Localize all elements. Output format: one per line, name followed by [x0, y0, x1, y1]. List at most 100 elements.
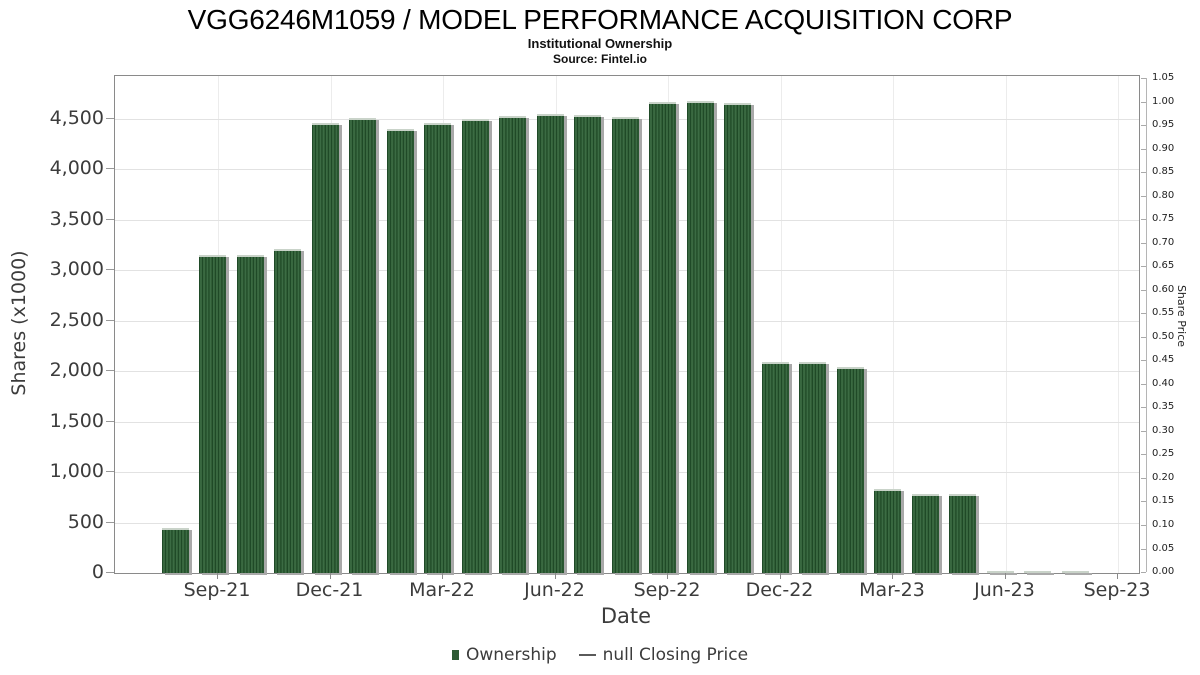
x-tick-mark: [1117, 573, 1118, 579]
legend-item-ownership[interactable]: Ownership: [451, 645, 557, 665]
bar-Jan-23[interactable]: [799, 361, 826, 573]
y-right-tick-mark: [1141, 383, 1146, 385]
y-left-tick-label: 1,500: [49, 409, 104, 432]
chart-title: VGG6246M1059 / MODEL PERFORMANCE ACQUISI…: [187, 4, 1013, 35]
y-right-tick-label: 0.60: [1152, 283, 1175, 295]
y-right-tick-label: 0.35: [1152, 401, 1175, 413]
y-right-tick-label: 0.75: [1152, 213, 1175, 225]
legend-item-closing-price[interactable]: null Closing Price: [565, 645, 748, 665]
bar-May-23[interactable]: [949, 494, 976, 573]
x-tick-label: Jun-23: [974, 579, 1035, 601]
y-right-tick-label: 0.25: [1152, 448, 1175, 460]
v-gridline: [893, 76, 894, 573]
closing-price-dash-icon: [578, 654, 596, 656]
legend: Ownership null Closing Price: [0, 645, 1200, 665]
y-right-tick-label: 0.30: [1152, 424, 1175, 436]
bar-Apr-23[interactable]: [911, 494, 939, 573]
x-tick-label: Sep-21: [183, 579, 251, 601]
x-tick-mark: [667, 573, 668, 579]
x-tick-label: Mar-23: [859, 579, 925, 601]
x-tick-mark: [892, 573, 893, 579]
x-tick-mark: [442, 573, 443, 579]
chart-subtitle: Institutional Ownership: [527, 36, 673, 51]
bar-Jun-23[interactable]: [986, 570, 1014, 573]
legend-label-ownership: Ownership: [465, 645, 557, 665]
y-axis-title-right: Share Price: [1175, 284, 1188, 348]
y-right-tick-label: 0.95: [1152, 119, 1175, 130]
y-left-tick-mark: [106, 471, 114, 473]
y-right-tick-label: 1.05: [1152, 72, 1175, 83]
bar-Oct-22[interactable]: [686, 100, 714, 573]
y-right-tick-mark: [1141, 219, 1146, 221]
y-left-tick-label: 4,500: [49, 106, 104, 129]
bar-Jun-22[interactable]: [536, 114, 564, 573]
bar-Jan-22[interactable]: [349, 118, 376, 573]
y-left-tick-mark: [106, 218, 114, 220]
right-axis-spine: [1146, 78, 1147, 572]
bar-Nov-22[interactable]: [724, 102, 751, 573]
bar-Mar-22[interactable]: [424, 122, 451, 573]
x-tick-mark: [329, 573, 331, 579]
x-tick-label: Dec-21: [295, 579, 364, 601]
bar-Aug-23[interactable]: [1061, 571, 1089, 573]
y-left-tick-mark: [106, 521, 114, 523]
y-right-tick-mark: [1141, 266, 1146, 268]
y-right-tick-label: 0.15: [1152, 495, 1175, 507]
y-left-tick-mark: [106, 117, 114, 119]
x-tick-label: Jun-22: [524, 579, 585, 601]
y-left-tick-mark: [106, 168, 114, 170]
y-left-tick-mark: [106, 420, 114, 422]
y-right-tick-mark: [1141, 289, 1146, 291]
y-left-tick-label: 1,000: [49, 460, 104, 483]
y-right-tick-mark: [1141, 360, 1146, 362]
x-axis-title: Date: [600, 604, 652, 628]
y-right-tick-label: 0.65: [1152, 260, 1175, 272]
y-right-tick-mark: [1141, 242, 1146, 244]
bar-Oct-21[interactable]: [236, 254, 264, 573]
bar-Jul-22[interactable]: [574, 114, 601, 573]
y-right-tick-mark: [1141, 125, 1146, 126]
bar-Mar-23[interactable]: [874, 488, 901, 573]
bar-May-22[interactable]: [499, 115, 526, 573]
bar-Sep-21[interactable]: [199, 255, 226, 573]
y-right-tick-mark: [1141, 313, 1146, 315]
bar-Feb-22[interactable]: [386, 129, 414, 573]
y-left-tick-mark: [106, 572, 114, 573]
bar-Feb-23[interactable]: [836, 367, 864, 573]
y-right-tick-label: 0.85: [1152, 166, 1175, 178]
plot-area: [114, 75, 1140, 574]
y-left-tick-label: 4,000: [49, 157, 104, 180]
bar-Jul-23[interactable]: [1024, 571, 1051, 573]
y-left-tick-label: 3,000: [49, 258, 104, 281]
x-tick-mark: [1004, 573, 1006, 579]
y-right-tick-mark: [1141, 454, 1146, 456]
x-tick-mark: [217, 573, 218, 579]
y-axis-title-left: Shares (x1000): [8, 250, 30, 396]
bar-Dec-22[interactable]: [761, 361, 789, 573]
y-right-tick-mark: [1141, 477, 1146, 479]
bar-Apr-22[interactable]: [461, 118, 489, 573]
v-gridline: [1005, 76, 1007, 573]
y-left-tick-label: 3,500: [49, 207, 104, 230]
bar-Aug-21[interactable]: [161, 528, 189, 573]
legend-label-closing-price: null Closing Price: [602, 645, 749, 665]
y-left-tick-label: 0: [91, 561, 104, 583]
y-right-tick-mark: [1141, 101, 1146, 103]
y-right-tick-label: 0.05: [1152, 542, 1175, 554]
y-left-tick-mark: [106, 319, 114, 321]
y-left-tick-label: 2,000: [49, 359, 104, 382]
y-right-tick-mark: [1141, 525, 1146, 526]
y-right-tick-mark: [1141, 148, 1146, 150]
y-left-tick-label: 2,500: [49, 308, 104, 331]
bar-Sep-22[interactable]: [649, 101, 676, 573]
y-right-tick-label: 0.70: [1152, 236, 1175, 248]
y-right-tick-mark: [1141, 336, 1146, 338]
y-right-tick-mark: [1141, 172, 1146, 174]
y-left-tick-label: 500: [67, 510, 104, 533]
y-right-tick-mark: [1141, 501, 1146, 503]
bar-Nov-21[interactable]: [274, 249, 301, 573]
y-left-tick-mark: [106, 370, 114, 372]
bar-Dec-21[interactable]: [311, 123, 339, 573]
bar-Aug-22[interactable]: [611, 116, 639, 573]
